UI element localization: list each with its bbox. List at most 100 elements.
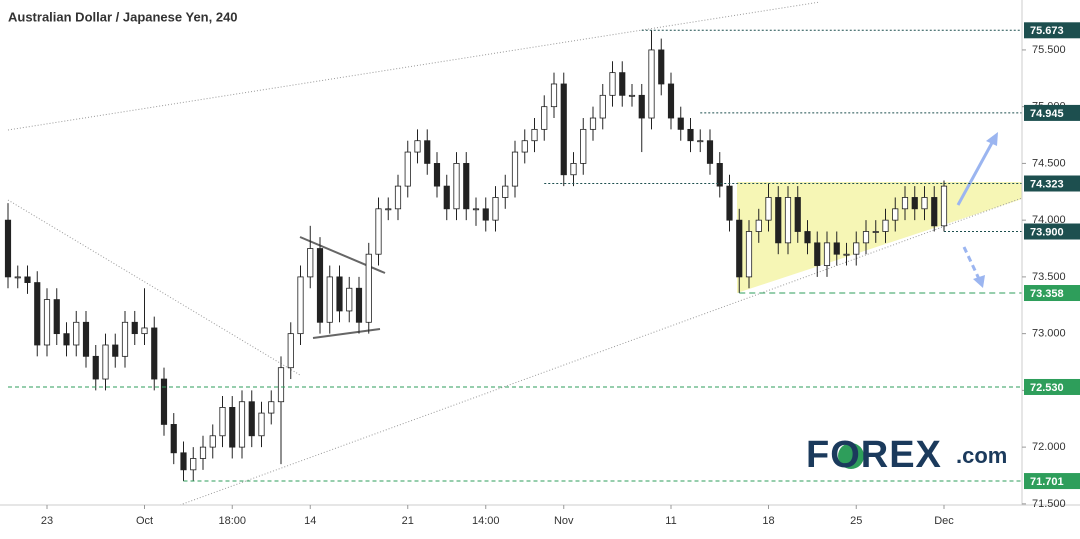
candle-body [892, 208, 899, 221]
candle-body [219, 407, 226, 437]
x-tick-label: 21 [402, 515, 414, 527]
candle-body [843, 253, 850, 256]
candle-body [667, 83, 675, 119]
level-label-box [1024, 285, 1080, 302]
arrow-head [973, 275, 985, 288]
candle-body [882, 219, 889, 232]
candle-body [34, 282, 41, 346]
candle-body [940, 185, 948, 227]
candle-body [804, 231, 811, 244]
candle-body [248, 401, 255, 437]
level-label-box [1024, 378, 1080, 395]
y-tick-label: 73.500 [1032, 271, 1066, 283]
candle-body [472, 208, 480, 211]
candle-body [541, 106, 548, 130]
candle-body [346, 287, 353, 312]
candle-body [599, 94, 606, 119]
candle-body [814, 242, 821, 266]
x-tick-label: Dec [934, 515, 954, 527]
candle-body [872, 231, 879, 233]
candle-body [531, 128, 538, 142]
level-label-box [1024, 22, 1080, 39]
candle-body [511, 151, 519, 187]
x-tick-label: 14 [304, 515, 316, 527]
candle-body [433, 163, 441, 187]
candle-body [268, 401, 275, 414]
level-label: 71.701 [1030, 476, 1064, 488]
candle-body [609, 72, 616, 96]
x-tick-label: 25 [850, 515, 862, 527]
candle-body [414, 140, 421, 153]
candle-body [121, 321, 129, 357]
triangle-zone [737, 182, 1022, 293]
candle-body [24, 276, 31, 283]
x-tick-label: 14:00 [472, 515, 500, 527]
candle-body [580, 128, 587, 164]
candle-body [336, 276, 343, 312]
candle-body [92, 355, 99, 380]
level-label: 74.945 [1030, 108, 1064, 120]
candle-body [53, 299, 60, 335]
candle-body [619, 72, 626, 96]
candle-body [199, 446, 207, 459]
candle-body [190, 458, 197, 471]
candle-body [404, 151, 411, 187]
y-tick-label: 74.000 [1032, 214, 1066, 226]
candle-body [638, 94, 645, 119]
candle-body [316, 248, 324, 323]
arrow-up [956, 140, 995, 206]
level-label: 72.530 [1030, 382, 1064, 394]
candle-body [307, 248, 314, 278]
level-label-box [1024, 175, 1080, 192]
candle-body [726, 185, 733, 221]
candle-body [901, 197, 909, 210]
candle-body [648, 49, 655, 119]
candle-body [823, 242, 831, 266]
candle-body [463, 163, 470, 210]
candle-body [160, 378, 168, 425]
arrow-down [962, 246, 981, 280]
candle-body [209, 435, 216, 448]
candle-body [112, 344, 119, 357]
candle-body [765, 197, 772, 221]
marks [4, 29, 1022, 482]
logo-coin [838, 443, 864, 469]
candle-body [355, 287, 363, 323]
candle-body [102, 344, 109, 380]
candle-body [229, 407, 236, 448]
level-label: 75.673 [1030, 25, 1064, 37]
candle-body [424, 140, 431, 164]
candle-body [170, 424, 177, 454]
candle-body [297, 276, 304, 335]
x-tick-label: 18:00 [218, 515, 246, 527]
level-label: 73.900 [1030, 226, 1064, 238]
candle-body [63, 333, 70, 346]
candle-body [453, 163, 460, 210]
y-tick-label: 74.500 [1032, 157, 1066, 169]
candle-body [385, 208, 392, 211]
candle-body [589, 117, 597, 130]
candle-body [658, 49, 665, 85]
candle-body [931, 197, 938, 227]
candle-body [258, 412, 265, 437]
candle-body [482, 208, 489, 221]
level-label: 74.323 [1030, 178, 1064, 190]
candle-body [736, 219, 743, 278]
candle-body [502, 185, 509, 198]
candle-body [784, 197, 792, 244]
candle-body [180, 452, 187, 471]
level-label-box [1024, 104, 1080, 121]
candle-body [151, 327, 158, 380]
candle-body [775, 197, 782, 244]
candle-body [550, 83, 558, 108]
candle-body [921, 197, 928, 210]
x-tick-label: 11 [665, 515, 676, 527]
logo-suffix: .com [956, 443, 1007, 468]
candle-body [706, 140, 714, 164]
candle-body [4, 219, 12, 278]
x-tick-label: Oct [136, 515, 153, 527]
candle-body [326, 276, 333, 323]
